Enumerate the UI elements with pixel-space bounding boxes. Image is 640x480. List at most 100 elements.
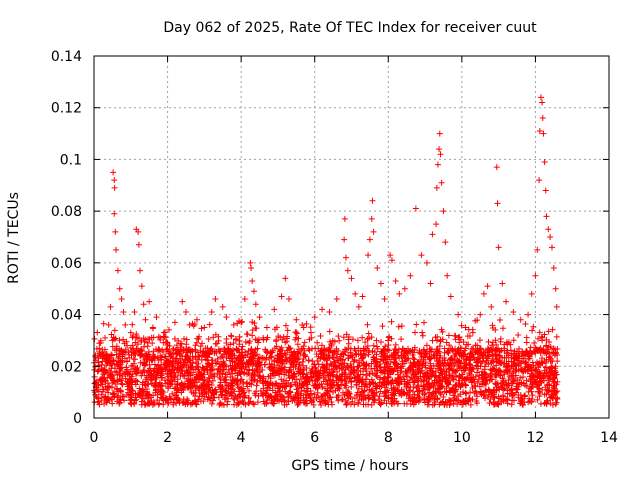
data-point <box>417 358 424 365</box>
data-point <box>504 387 511 394</box>
data-point <box>457 384 464 391</box>
data-point <box>168 360 175 367</box>
data-point <box>412 329 419 336</box>
data-point <box>386 363 393 370</box>
data-point <box>217 388 224 395</box>
data-point <box>388 335 395 342</box>
data-point <box>395 323 402 330</box>
data-point <box>128 400 135 407</box>
data-point <box>351 345 358 352</box>
data-point <box>400 389 407 396</box>
data-point <box>466 333 473 340</box>
data-point <box>104 386 111 393</box>
data-point <box>339 366 346 373</box>
data-point <box>420 395 427 402</box>
data-point <box>393 361 400 368</box>
data-point <box>354 337 361 344</box>
data-point <box>179 399 186 406</box>
data-point <box>554 358 561 365</box>
data-point <box>548 364 555 371</box>
data-point <box>313 351 320 358</box>
data-point <box>227 382 234 389</box>
data-point <box>342 378 349 385</box>
data-point <box>539 115 546 122</box>
data-point <box>209 397 216 404</box>
data-point <box>234 361 241 368</box>
data-point <box>178 364 185 371</box>
data-point <box>152 380 159 387</box>
data-point <box>281 364 288 371</box>
data-point <box>276 388 283 395</box>
data-point <box>253 388 260 395</box>
data-point <box>213 340 220 347</box>
data-point <box>235 384 242 391</box>
data-point <box>171 319 178 326</box>
data-point <box>484 349 491 356</box>
data-point <box>93 345 100 352</box>
data-point <box>136 392 143 399</box>
data-point <box>525 311 532 318</box>
data-point <box>426 389 433 396</box>
data-point <box>382 359 389 366</box>
data-point <box>159 382 166 389</box>
data-point <box>242 392 249 399</box>
x-tick-label: 8 <box>384 430 393 446</box>
data-point <box>309 358 316 365</box>
data-point <box>408 374 415 381</box>
data-point <box>95 388 102 395</box>
data-point <box>176 352 183 359</box>
data-point <box>385 334 392 341</box>
data-point <box>520 374 527 381</box>
data-point <box>539 386 546 393</box>
data-point <box>543 213 550 220</box>
data-point <box>550 345 557 352</box>
data-point <box>181 335 188 342</box>
data-point <box>494 200 501 207</box>
data-point <box>111 327 118 334</box>
data-point <box>342 254 349 261</box>
data-point <box>487 373 494 380</box>
data-point <box>233 345 240 352</box>
data-point <box>528 388 535 395</box>
data-point <box>499 280 506 287</box>
data-point <box>307 324 314 331</box>
data-point <box>311 361 318 368</box>
data-point <box>199 373 206 380</box>
data-point <box>446 342 453 349</box>
data-point <box>155 348 162 355</box>
data-point <box>271 306 278 313</box>
data-point <box>376 361 383 368</box>
data-point <box>185 366 192 373</box>
data-point <box>130 333 137 340</box>
data-point <box>482 387 489 394</box>
data-point <box>480 355 487 362</box>
data-point <box>227 362 234 369</box>
data-point <box>536 369 543 376</box>
data-point <box>285 369 292 376</box>
data-point <box>407 272 414 279</box>
data-point <box>231 377 238 384</box>
data-point <box>481 391 488 398</box>
data-point <box>500 377 507 384</box>
data-point <box>100 374 107 381</box>
data-point <box>249 350 256 357</box>
x-tick-label: 2 <box>163 430 172 446</box>
data-point <box>165 326 172 333</box>
data-point <box>348 352 355 359</box>
data-point <box>143 356 150 363</box>
data-point <box>439 377 446 384</box>
data-point <box>296 399 303 406</box>
data-point <box>333 296 340 303</box>
data-point <box>554 388 561 395</box>
data-point <box>459 349 466 356</box>
data-point <box>482 381 489 388</box>
data-point <box>537 350 544 357</box>
data-point <box>360 350 367 357</box>
data-point <box>177 365 184 372</box>
data-point <box>186 357 193 364</box>
data-point <box>160 389 167 396</box>
data-point <box>503 381 510 388</box>
data-point <box>115 392 122 399</box>
data-point <box>436 377 443 384</box>
data-point <box>374 265 381 272</box>
